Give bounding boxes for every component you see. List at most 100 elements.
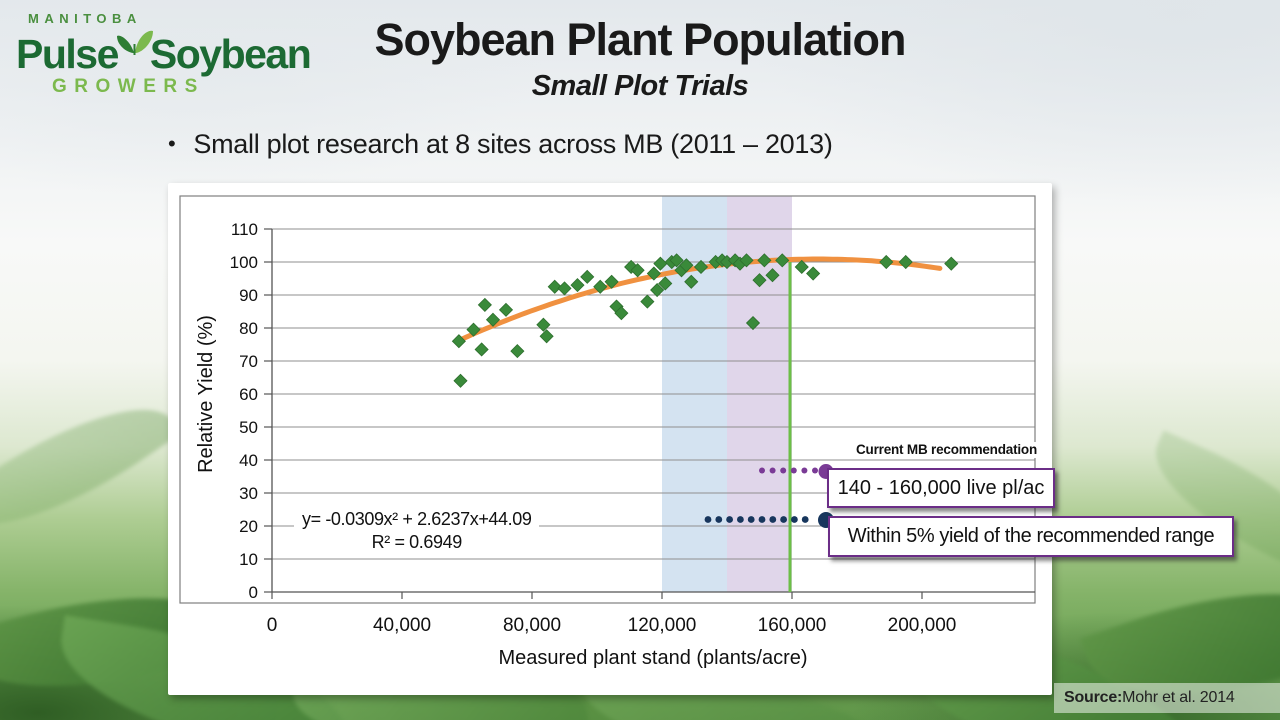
navy-dotted-leader-dot [747, 516, 755, 523]
data-point-diamond [806, 266, 821, 281]
data-point-diamond [485, 312, 501, 327]
logo-word-pulse: Pulse [16, 31, 119, 77]
data-point-diamond [630, 263, 645, 278]
callout-recommended-range-text: 140 - 160,000 live pl/ac [837, 476, 1045, 499]
navy-dotted-leader-dot [780, 516, 787, 523]
x-tick-label: 80,000 [503, 615, 561, 636]
data-point-diamond [752, 273, 767, 288]
sprout-icon [115, 24, 155, 65]
callout-within-5-percent: Within 5% yield of the recommended range [828, 516, 1234, 557]
y-tick-label: 10 [239, 550, 258, 569]
background-leaf [0, 372, 182, 562]
purple-dotted-leader-dot [801, 467, 808, 474]
navy-dotted-leader-dot [737, 516, 744, 523]
navy-dotted-leader-dot [704, 516, 712, 523]
data-point-diamond [794, 259, 809, 275]
data-point-diamond [593, 279, 608, 294]
bullet-marker: • [168, 131, 176, 156]
data-point-diamond [498, 302, 514, 317]
navy-dotted-leader-dot [769, 516, 777, 523]
purple-dotted-leader-dot [759, 467, 765, 474]
bullet-line: • Small plot research at 8 sites across … [168, 129, 833, 160]
data-point-diamond [646, 266, 661, 281]
background-leaf [1134, 430, 1280, 582]
y-axis-title: Relative Yield (%) [195, 315, 217, 473]
current-mb-recommendation-label: Current MB recommendation [850, 442, 1044, 458]
data-point-diamond [693, 259, 709, 275]
data-point-diamond [477, 297, 492, 312]
data-point-diamond [775, 253, 790, 268]
navy-dotted-leader-dot [758, 516, 766, 523]
data-point-diamond [557, 281, 572, 296]
data-point-diamond [745, 315, 761, 331]
trendline-equation: y= -0.0309x² + 2.6237x+44.09 R² = 0.6949 [294, 508, 540, 555]
data-point-diamond [669, 253, 684, 268]
logo-growers-text: GROWERS [52, 76, 205, 97]
data-point-diamond [653, 256, 668, 271]
data-point-diamond [879, 254, 894, 270]
data-point-diamond [658, 276, 673, 291]
y-tick-label: 80 [239, 319, 258, 338]
page-title: Soybean Plant Population [374, 14, 906, 65]
scatter-chart: 0 10 20 30 40 50 60 70 80 90 100 110 0 40,000 80,000 12… [179, 195, 1036, 669]
data-point-diamond [453, 373, 468, 388]
data-point-diamond [539, 329, 554, 344]
data-point-diamond [614, 306, 629, 321]
data-point-diamond [640, 294, 655, 309]
data-point-diamond [451, 334, 466, 349]
logo-word-soybean: Soybean [149, 31, 312, 77]
navy-dotted-leader-dot [801, 516, 809, 523]
logo-name: Pulse Soybean [16, 28, 312, 77]
y-tick-label: 40 [239, 451, 258, 470]
y-tick-label: 20 [239, 517, 258, 536]
data-point-diamond [474, 342, 489, 357]
data-point-diamond [604, 274, 619, 289]
x-tick-label: 0 [267, 615, 278, 636]
callout-recommended-range: 140 - 160,000 live pl/ac [827, 468, 1055, 508]
y-tick-label: 50 [239, 418, 258, 437]
x-tick-label: 120,000 [628, 615, 697, 636]
x-tick-label: 200,000 [888, 615, 957, 636]
data-point-diamond [684, 274, 699, 289]
bullet-text: Small plot research at 8 sites across MB… [193, 129, 833, 159]
x-axis-title: Measured plant stand (plants/acre) [498, 647, 807, 669]
purple-dotted-leader-dot [769, 467, 776, 474]
data-point-diamond [679, 258, 694, 273]
r-squared-text: R² = 0.6949 [371, 532, 463, 553]
y-tick-label: 110 [231, 220, 258, 239]
logo-region-text: MANITOBA [28, 11, 142, 26]
data-point-diamond [650, 282, 665, 298]
data-point-diamond [580, 269, 595, 284]
data-point-diamond [944, 256, 959, 271]
data-point-diamond [466, 322, 481, 337]
callout-within-5-percent-text: Within 5% yield of the recommended range [847, 525, 1215, 547]
page-subtitle: Small Plot Trials [531, 70, 749, 102]
source-label: Source: [1064, 689, 1123, 706]
y-tick-label: 100 [230, 253, 258, 272]
navy-dotted-leader-dot [726, 516, 733, 523]
x-tick-label: 40,000 [373, 615, 431, 636]
y-tick-label: 70 [239, 352, 258, 371]
organization-logo: MANITOBA Pulse Soybean GROWERS [16, 11, 312, 97]
x-tick-label: 160,000 [758, 615, 827, 636]
plot-border [179, 195, 1036, 604]
equation-text: y= -0.0309x² + 2.6237x+44.09 [302, 509, 532, 529]
data-point-diamond [739, 253, 754, 268]
data-point-diamond [765, 268, 780, 283]
chart-panel: 0 10 20 30 40 50 60 70 80 90 100 110 0 40,000 80,000 12… [168, 183, 1052, 695]
y-tick-label: 30 [239, 484, 258, 503]
data-point-diamond [570, 278, 585, 293]
data-point-diamond [536, 317, 551, 332]
navy-dotted-leader-dot [715, 516, 723, 523]
navy-dotted-leader-dot [791, 516, 798, 523]
data-point-diamond [898, 254, 913, 270]
purple-dotted-leader-dot [780, 467, 787, 474]
y-tick-label: 60 [239, 385, 258, 404]
source-text: Mohr et al. 2014 [1122, 689, 1235, 706]
data-point-diamond [757, 253, 772, 268]
purple-dotted-leader-dot [812, 467, 818, 474]
y-tick-label: 90 [239, 286, 258, 305]
data-point-diamond [510, 344, 525, 359]
y-tick-label: 0 [249, 583, 258, 602]
